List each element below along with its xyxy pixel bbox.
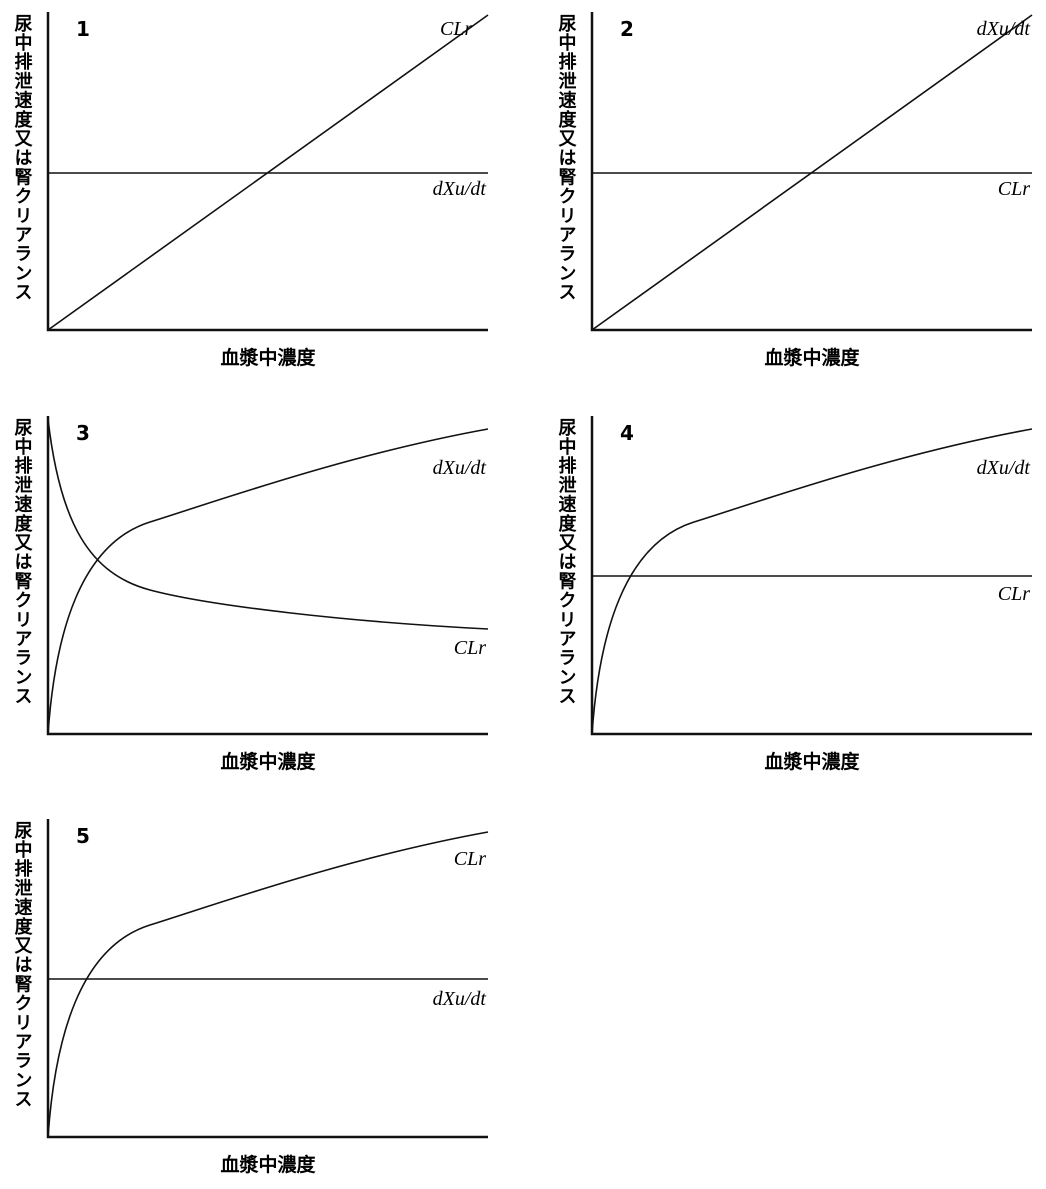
- panel-number: 3: [76, 421, 90, 445]
- y-axis-label: 尿中排泄速度又は腎クリアランス: [12, 14, 34, 302]
- curve-label: dXu/dt: [977, 457, 1031, 479]
- panel-number: 2: [620, 17, 634, 41]
- axes: [46, 819, 488, 1139]
- curve-label: CLr: [454, 848, 486, 870]
- curve: [47, 831, 489, 1138]
- x-axis-label: 血漿中濃度: [220, 346, 316, 369]
- y-axis-label: 尿中排泄速度又は腎クリアランス: [556, 14, 578, 302]
- x-axis-label: 血漿中濃度: [220, 1153, 316, 1176]
- curve-label: CLr: [998, 583, 1030, 605]
- curve-label: dXu/dt: [433, 988, 487, 1010]
- curve: [47, 418, 489, 630]
- axes: [590, 416, 1032, 736]
- curve-label: dXu/dt: [433, 178, 487, 200]
- curve: [47, 428, 489, 735]
- curve: [591, 428, 1033, 735]
- curve-label: CLr: [440, 18, 472, 40]
- x-axis-label: 血漿中濃度: [220, 750, 316, 773]
- curve-label: CLr: [454, 637, 486, 659]
- curve-label: dXu/dt: [977, 18, 1031, 40]
- y-axis-label: 尿中排泄速度又は腎クリアランス: [12, 821, 34, 1109]
- y-axis-label: 尿中排泄速度又は腎クリアランス: [556, 418, 578, 706]
- curve-label: CLr: [998, 178, 1030, 200]
- axes: [46, 416, 488, 736]
- y-axis-label: 尿中排泄速度又は腎クリアランス: [12, 418, 34, 706]
- panel-number: 1: [76, 17, 90, 41]
- x-axis-label: 血漿中濃度: [764, 750, 860, 773]
- x-axis-label: 血漿中濃度: [764, 346, 860, 369]
- panel-number: 5: [76, 824, 90, 848]
- panel-number: 4: [620, 421, 634, 445]
- curve-label: dXu/dt: [433, 457, 487, 479]
